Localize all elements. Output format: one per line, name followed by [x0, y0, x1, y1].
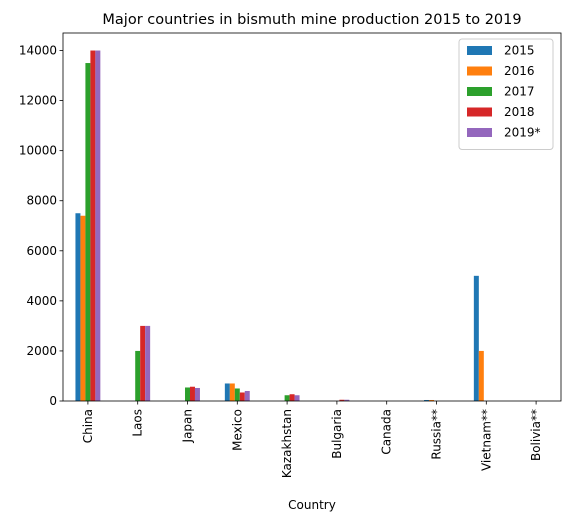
legend-swatch: [467, 87, 492, 96]
bar-vietnam-2016: [478, 350, 484, 401]
y-tick-label: 10000: [19, 144, 57, 158]
x-axis-label: Country: [288, 498, 336, 512]
bar-china-2015: [75, 213, 81, 401]
x-tick-label: Canada: [380, 409, 394, 455]
y-tick-label: 0: [49, 394, 57, 408]
x-tick-label: Bolivia**: [529, 409, 543, 461]
legend-swatch: [467, 66, 492, 76]
legend-swatch: [467, 46, 492, 55]
y-tick-label: 14000: [19, 44, 57, 58]
y-tick-label: 6000: [26, 244, 57, 258]
y-axis: 0 2000 4000 6000 8000 10000 12000 14000: [19, 44, 63, 408]
y-tick-label: 2000: [26, 344, 57, 358]
legend-swatch: [467, 128, 492, 137]
legend-label: 2016: [504, 64, 535, 78]
x-tick-label: Japan: [181, 409, 195, 443]
bar-japan-2018: [189, 386, 195, 401]
bar-bulgaria-2018: [339, 399, 345, 401]
bar-russia-2015: [424, 399, 430, 401]
bar-russia-2016: [429, 399, 435, 401]
x-tick-label: Mexico: [230, 409, 244, 451]
bar-mexico-2015: [224, 383, 230, 401]
legend-label: 2018: [504, 105, 535, 119]
bar-china-2016: [80, 215, 86, 401]
chart-title: Major countries in bismuth mine producti…: [102, 12, 521, 28]
x-tick-label: Bulgaria: [330, 409, 344, 459]
bar-japan-2017: [185, 387, 190, 401]
legend-label: 2017: [504, 85, 535, 99]
bar-china-2019: [95, 50, 101, 402]
y-tick-label: 8000: [26, 194, 57, 208]
x-tick-label: China: [81, 409, 95, 443]
bar-mexico-2019: [244, 390, 250, 401]
x-tick-label: Vietnam**: [479, 409, 493, 471]
bar-bulgaria-2019: [344, 399, 350, 401]
x-tick-label: Russia**: [430, 409, 444, 460]
legend-label: 2015: [504, 44, 535, 58]
plot-frame: [62, 32, 562, 402]
bar-kazakhstan-2017: [284, 395, 290, 401]
bar-vietnam-2015: [473, 275, 479, 401]
x-tick-label: Laos: [131, 409, 145, 437]
bars-group: [75, 50, 484, 402]
bar-kazakhstan-2019: [294, 395, 300, 401]
legend: 2015 2016 2017 2018 2019*: [458, 38, 554, 150]
bar-japan-2019: [194, 387, 200, 401]
legend-swatch: [467, 107, 492, 117]
bar-china-2018: [90, 50, 96, 402]
bar-mexico-2018: [239, 392, 245, 401]
x-tick-label: Kazakhstan: [280, 409, 294, 478]
bar-mexico-2017: [234, 388, 240, 401]
bar-laos-2019: [145, 325, 151, 401]
bar-china-2017: [85, 63, 91, 401]
bar-mexico-2016: [229, 383, 235, 401]
legend-label: 2019*: [504, 126, 541, 140]
bar-laos-2017: [135, 350, 141, 401]
y-tick-label: 4000: [26, 294, 57, 308]
x-axis: China Laos Japan Mexico Kazakhstan Bulgaria Ca…: [81, 401, 543, 478]
bar-kazakhstan-2018: [289, 394, 295, 401]
y-tick-label: 12000: [19, 94, 57, 108]
bar-laos-2018: [140, 325, 146, 401]
